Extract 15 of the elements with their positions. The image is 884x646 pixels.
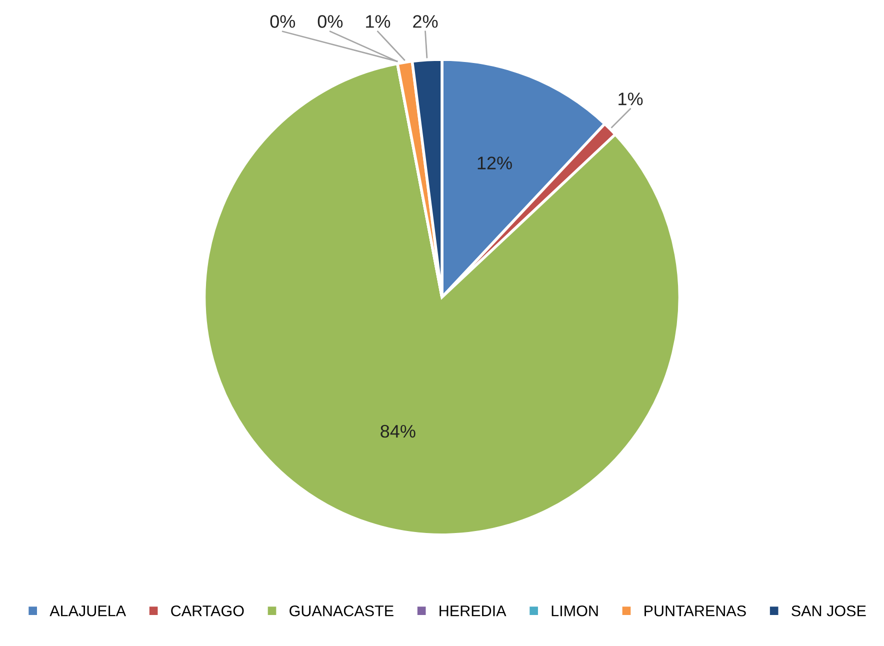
pie-slice <box>202 62 682 536</box>
data-label: 2% <box>413 15 438 28</box>
text: 0% <box>270 15 296 28</box>
data-label: 1% <box>618 92 643 106</box>
data-label: 1% <box>366 15 390 28</box>
data-label: 84% <box>380 424 416 438</box>
legend-label: SAN JOSE <box>792 605 866 616</box>
legend-label: CARTAGO <box>171 605 244 616</box>
legend-label: PUNTARENAS <box>644 605 746 616</box>
data-label: 12% <box>478 156 512 170</box>
legend-label: HEREDIA <box>440 606 506 616</box>
text: 0% <box>318 15 343 28</box>
legend-label: ALAJUELA <box>50 606 126 616</box>
legend-label: GUANACASTE <box>290 605 394 616</box>
legend-label: LIMON <box>552 605 598 616</box>
